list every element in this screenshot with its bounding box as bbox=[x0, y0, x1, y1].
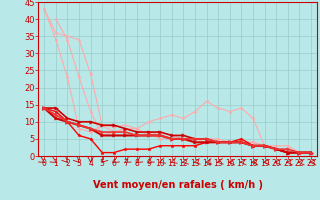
X-axis label: Vent moyen/en rafales ( km/h ): Vent moyen/en rafales ( km/h ) bbox=[92, 180, 263, 190]
